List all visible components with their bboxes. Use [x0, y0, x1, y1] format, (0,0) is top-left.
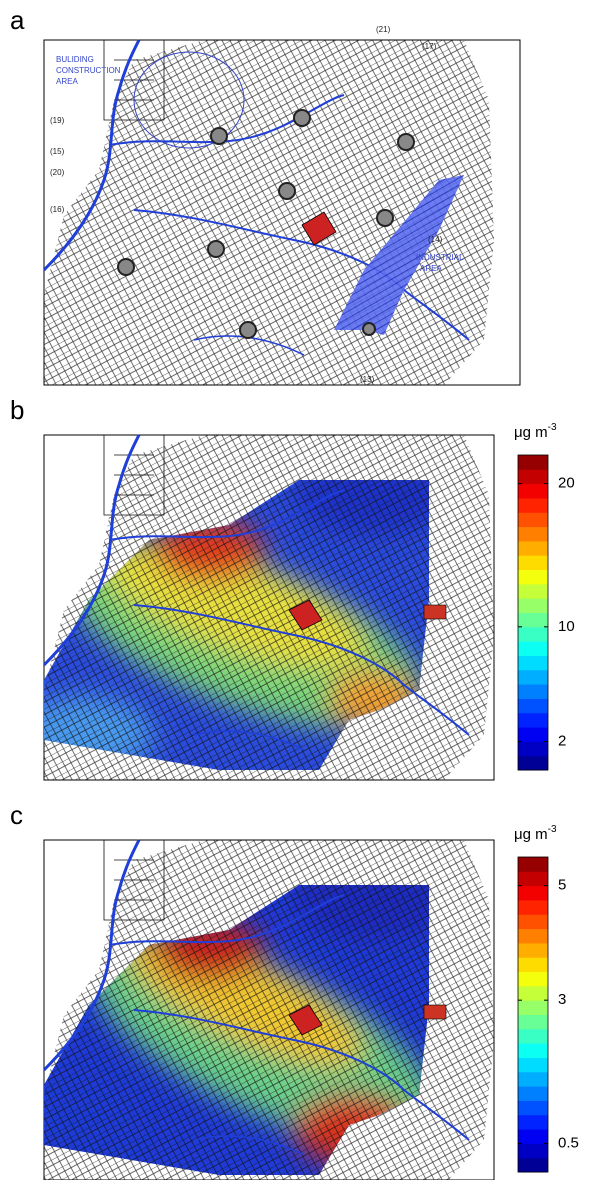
colorbar-unit: μg m-3 — [514, 422, 557, 441]
colorbar-band — [518, 455, 548, 470]
annotation: (21) — [376, 25, 391, 34]
colorbar: μg m-3 0.5 3 5 — [514, 824, 579, 1173]
colorbar-band — [518, 1114, 548, 1130]
annotation: INDUSTRIAL — [416, 253, 464, 262]
colorbar-band — [518, 583, 548, 599]
colorbar-band — [518, 612, 548, 628]
colorbar-band — [518, 483, 548, 499]
source-area — [288, 599, 323, 631]
map-b — [42, 433, 496, 782]
colorbar-band — [518, 497, 548, 513]
colorbar-band — [518, 1000, 548, 1015]
colorbar-band — [518, 885, 548, 901]
colorbar-band — [518, 669, 548, 685]
colorbar-tick-label: 10 — [558, 618, 575, 635]
colorbar-frame — [517, 856, 549, 1173]
colorbar-band — [518, 684, 548, 699]
source-area — [423, 604, 447, 620]
colorbar-band — [518, 540, 548, 556]
annotation: (16) — [50, 205, 65, 214]
annotation: (20) — [50, 168, 65, 177]
colorbar-band — [518, 1157, 548, 1173]
colorbar-band — [518, 985, 548, 1001]
source-area — [288, 1004, 323, 1036]
industrial-area — [334, 175, 464, 335]
colorbar-tick-label: 20 — [558, 475, 575, 492]
annotation: AREA — [420, 264, 442, 273]
colorbar-unit: μg m-3 — [514, 824, 557, 843]
annotation: (17) — [422, 42, 437, 51]
colorbar-band — [518, 914, 548, 930]
colorbar-tick-label: 3 — [558, 991, 566, 1008]
colorbar-band — [518, 727, 548, 742]
map-a: (21) (17) BULIDING CONSTRUCTION AREA (19) (15)… — [42, 25, 521, 387]
colorbar-band — [518, 469, 548, 485]
colorbar-band — [518, 1129, 548, 1144]
colorbar-frame — [517, 454, 549, 771]
colorbar-band — [518, 512, 548, 528]
map-c — [42, 838, 496, 1180]
colorbar-band — [518, 942, 548, 958]
colorbar-band — [518, 655, 548, 671]
panel-label: a — [10, 5, 25, 35]
colorbar-tick-label: 2 — [558, 732, 566, 749]
source-area — [423, 1004, 447, 1020]
stations — [117, 109, 415, 339]
annotation: (13) — [360, 375, 375, 384]
colorbar-band — [518, 1086, 548, 1101]
colorbar-tick-label: 5 — [558, 877, 566, 894]
colorbar-band — [518, 755, 548, 771]
colorbar-band — [518, 871, 548, 887]
colorbar-band — [518, 712, 548, 728]
colorbar-tick-label: 0.5 — [558, 1134, 579, 1151]
colorbar-band — [518, 1014, 548, 1030]
colorbar-band — [518, 741, 548, 757]
colorbar-band — [518, 569, 548, 585]
annotation: (15) — [50, 147, 65, 156]
colorbar-band — [518, 1100, 548, 1116]
colorbar-band — [518, 598, 548, 613]
colorbar-band — [518, 1028, 548, 1044]
panel-label: c — [10, 800, 23, 830]
colorbar-band — [518, 641, 548, 656]
colorbar-band — [518, 1143, 548, 1159]
annotation: CONSTRUCTION — [56, 66, 121, 75]
construction-area — [133, 51, 245, 149]
colorbar-band — [518, 698, 548, 714]
colorbar-band — [518, 899, 548, 915]
colorbar-band — [518, 928, 548, 944]
colorbar-band — [518, 1043, 548, 1058]
colorbar-band — [518, 971, 548, 987]
colorbar-band — [518, 957, 548, 973]
colorbar-band — [518, 555, 548, 571]
colorbar: μg m-3 2 10 20 — [514, 422, 575, 771]
panel-label: b — [10, 395, 24, 425]
colorbar-band — [518, 1071, 548, 1087]
colorbar-band — [518, 1057, 548, 1073]
source-area — [301, 211, 337, 246]
annotation: (19) — [50, 116, 65, 125]
annotation: BULIDING — [56, 55, 94, 64]
colorbar-band — [518, 857, 548, 872]
colorbar-band — [518, 526, 548, 542]
annotation: AREA — [56, 77, 78, 86]
annotation: (14) — [428, 235, 443, 244]
colorbar-band — [518, 626, 548, 642]
